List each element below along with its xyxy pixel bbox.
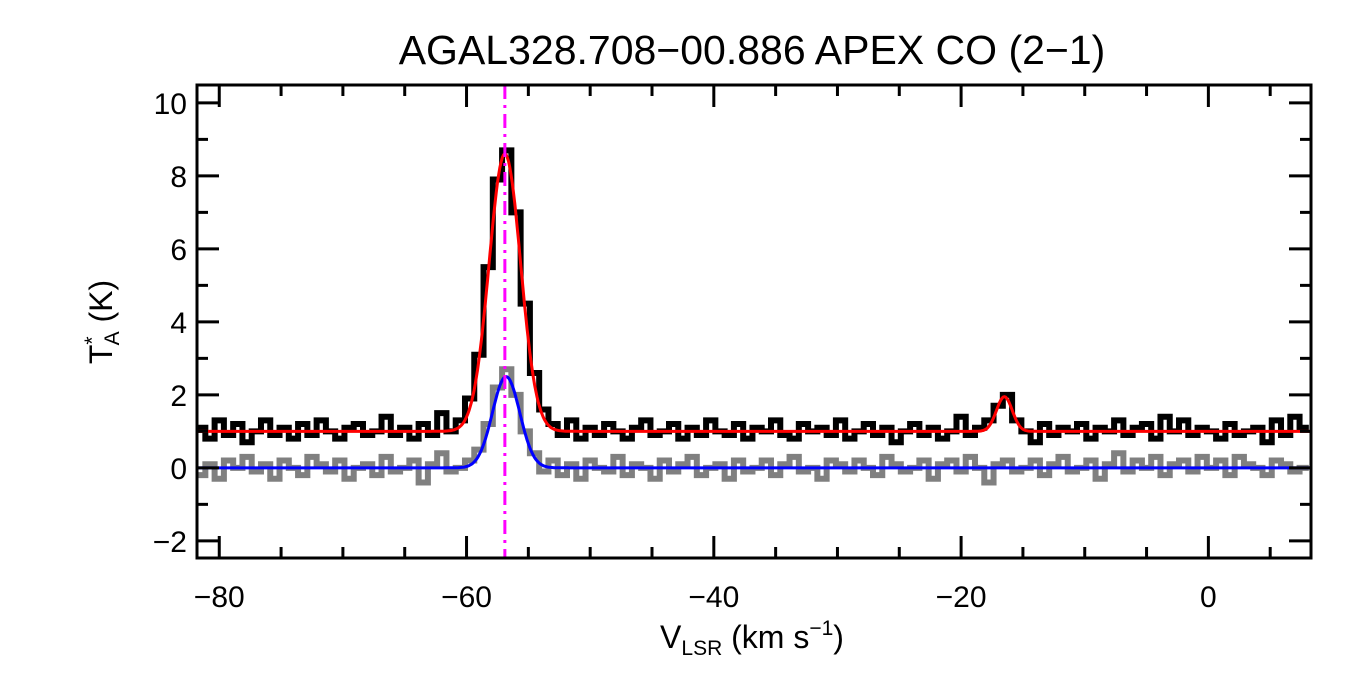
gaussian-fit-1 bbox=[197, 375, 1311, 470]
plot-frame bbox=[195, 83, 1313, 560]
plot-area bbox=[197, 85, 1311, 558]
y-tick-label: 4 bbox=[170, 307, 187, 340]
y-tick-label: 8 bbox=[170, 161, 187, 194]
x-tick-label: −40 bbox=[688, 581, 739, 614]
y-tick-label: 0 bbox=[170, 453, 187, 486]
x-tick-label: −80 bbox=[194, 581, 245, 614]
plot-marks bbox=[197, 85, 1311, 558]
y-tick-label: 10 bbox=[154, 88, 187, 121]
x-axis-label: VLSR (km s−1) bbox=[660, 617, 844, 660]
y-tick-label: 6 bbox=[170, 234, 187, 267]
chart-title: AGAL328.708−00.886 APEX CO (2−1) bbox=[399, 27, 1106, 73]
y-tick-label: 2 bbox=[170, 380, 187, 413]
gaussian-fit-0 bbox=[197, 152, 1311, 433]
x-tick-label: 0 bbox=[1200, 581, 1217, 614]
spectrum-series-1 bbox=[197, 366, 1309, 486]
spectrum-series-0 bbox=[197, 147, 1309, 446]
x-tick-label: −60 bbox=[441, 581, 492, 614]
y-tick-label: −2 bbox=[153, 526, 187, 559]
y-axis-label: T*A (K) bbox=[81, 280, 124, 364]
x-tick-label: −20 bbox=[936, 581, 987, 614]
